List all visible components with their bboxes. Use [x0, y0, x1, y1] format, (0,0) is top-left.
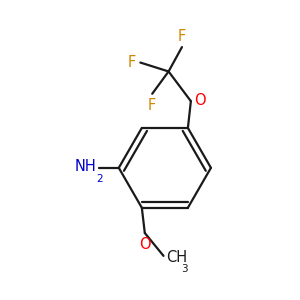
Text: NH: NH: [74, 159, 96, 174]
Text: F: F: [127, 55, 136, 70]
Text: O: O: [139, 237, 151, 252]
Text: O: O: [194, 93, 206, 108]
Text: CH: CH: [167, 250, 188, 265]
Text: 3: 3: [181, 264, 188, 274]
Text: 2: 2: [96, 174, 103, 184]
Text: F: F: [178, 28, 186, 44]
Text: F: F: [148, 98, 156, 113]
